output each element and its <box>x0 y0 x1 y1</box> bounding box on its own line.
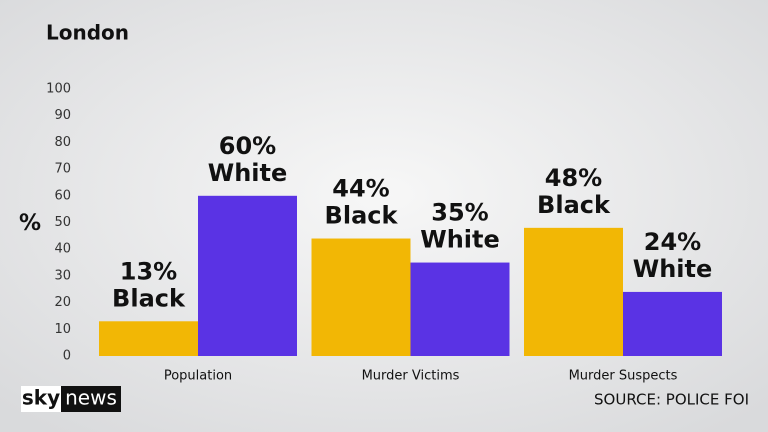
y-tick-label: 50 <box>54 215 71 230</box>
value-series-name: Black <box>537 191 611 219</box>
x-tick-label: Murder Suspects <box>569 369 678 384</box>
y-tick-label: 100 <box>46 82 71 97</box>
bar <box>311 238 411 356</box>
y-tick-label: 20 <box>54 295 71 310</box>
source: SOURCE: POLICE FOI <box>594 391 749 409</box>
y-tick-label: 10 <box>54 322 71 337</box>
bar <box>198 195 297 356</box>
value-series-name: Black <box>112 284 186 312</box>
y-tick-label: 80 <box>54 135 71 150</box>
value-label: 48% <box>545 164 602 192</box>
value-label: 44% <box>332 175 389 203</box>
y-tick-label: 60 <box>54 188 71 203</box>
value-label: 24% <box>644 228 701 256</box>
y-tick-label: 70 <box>54 162 71 177</box>
logo-box <box>21 386 61 412</box>
logo-box <box>61 386 121 412</box>
y-tick-label: 40 <box>54 242 71 257</box>
value-series-name: White <box>633 255 713 283</box>
logo: sky news <box>21 386 121 412</box>
y-axis-label: % <box>19 211 41 236</box>
y-tick-label: 90 <box>54 108 71 123</box>
value-series-name: Black <box>325 202 399 230</box>
bar <box>524 227 623 356</box>
x-tick-label: Murder Victims <box>362 369 460 384</box>
y-tick-label: 30 <box>54 268 71 283</box>
y-tick-label: 0 <box>63 349 71 364</box>
logo-news: news <box>65 386 117 410</box>
bar <box>99 321 198 356</box>
value-series-name: White <box>208 159 288 187</box>
value-label: 60% <box>219 132 276 160</box>
logo-sky: sky <box>22 386 60 410</box>
value-label: 35% <box>431 199 488 227</box>
chart-title: London <box>46 21 129 45</box>
value-series-name: White <box>420 226 500 254</box>
value-label: 13% <box>120 257 177 285</box>
x-tick-label: Population <box>164 369 232 384</box>
bar <box>623 291 722 356</box>
bar <box>410 262 510 356</box>
